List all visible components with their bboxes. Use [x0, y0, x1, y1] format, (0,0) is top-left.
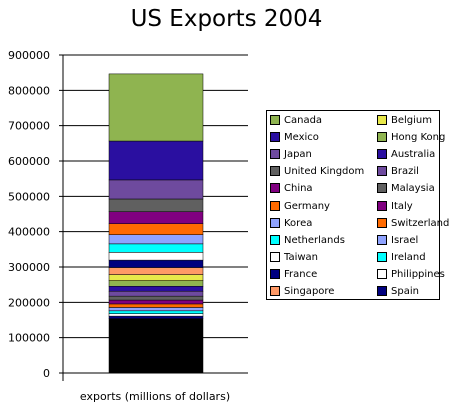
y-tick-label: 200000 — [8, 296, 50, 309]
y-tick-label: 700000 — [8, 120, 50, 133]
legend-label: Germany — [284, 200, 330, 212]
legend-label: Australia — [391, 149, 436, 161]
legend-swatch — [270, 149, 280, 160]
bar-segment-spain — [108, 315, 204, 319]
bar-segment-canada — [108, 73, 204, 142]
legend-swatch — [377, 200, 387, 211]
legend-swatch — [377, 217, 387, 228]
bar-segment-netherlands — [108, 243, 204, 253]
legend-swatch — [270, 251, 280, 262]
y-tick-label: 400000 — [8, 226, 50, 239]
legend-label: Japan — [284, 149, 312, 161]
legend-swatch — [377, 268, 387, 279]
x-category-label: exports (millions of dollars) — [80, 390, 230, 403]
bar-segment-germany — [108, 223, 204, 235]
bar-segment-brazil — [108, 290, 204, 297]
legend-swatch — [377, 286, 387, 296]
y-tick-label: 0 — [43, 367, 50, 380]
legend-label: Singapore — [284, 286, 335, 297]
legend-label: United Kingdom — [284, 166, 365, 178]
bar-segment-united-kingdom — [108, 198, 204, 212]
bar-segment-malaysia — [108, 295, 204, 301]
legend-label: Switzerland — [391, 217, 450, 229]
legend-swatch — [377, 183, 387, 194]
legend: Canada Belgium Mexico Hong Kong Japan Austral… — [266, 110, 449, 300]
legend-label: Hong Kong — [391, 132, 446, 144]
bar-segment-australia — [108, 286, 204, 292]
legend-label: Malaysia — [391, 183, 435, 195]
legend-label: France — [284, 268, 318, 280]
bar-segment-italy — [108, 299, 204, 305]
bar-segment-france — [108, 259, 204, 268]
legend-label: China — [284, 183, 313, 195]
stacked-bar — [108, 73, 204, 374]
legend-swatch — [270, 166, 280, 177]
legend-label: Canada — [284, 115, 323, 126]
bar-segment-israel — [108, 307, 204, 312]
legend-label: Netherlands — [284, 234, 345, 246]
legend-label: Italy — [391, 200, 413, 212]
bar-segment-singapore — [108, 267, 204, 275]
y-tick-labels: 0 100000 200000 300000 400000 500000 600000 700… — [8, 49, 50, 380]
legend-swatch — [377, 166, 387, 177]
legend-label: Korea — [284, 217, 313, 229]
legend-swatch — [270, 234, 280, 245]
legend-swatch — [270, 132, 280, 143]
legend-swatch — [270, 217, 280, 228]
bar-segment-philippines — [108, 313, 204, 317]
bar-segment-taiwan — [108, 252, 204, 261]
y-tick-label: 100000 — [8, 332, 50, 345]
bar-segment-other — [108, 318, 204, 374]
bar-segment-korea — [108, 234, 204, 245]
y-tick-label: 500000 — [8, 190, 50, 203]
legend-label: Brazil — [391, 166, 419, 178]
legend-label: Israel — [391, 234, 419, 246]
legend-label: Philippines — [391, 268, 445, 280]
bar-segment-mexico — [108, 140, 204, 181]
legend-swatch — [377, 149, 387, 160]
legend-swatch — [377, 234, 387, 245]
legend-label: Mexico — [284, 132, 319, 144]
bar-segment-belgium — [108, 274, 204, 281]
bar-segment-switzerland — [108, 303, 204, 308]
y-tick-label: 900000 — [8, 49, 50, 62]
legend-swatch — [377, 251, 387, 262]
bar-segment-ireland — [108, 310, 204, 314]
chart-title: US Exports 2004 — [130, 6, 323, 32]
legend-label: Ireland — [391, 251, 426, 263]
legend-swatch — [270, 183, 280, 194]
y-tick-label: 300000 — [8, 261, 50, 274]
legend-swatch — [377, 132, 387, 143]
bar-segment-hong-kong — [108, 280, 204, 287]
bar-segment-japan — [108, 179, 204, 200]
legend-swatch — [377, 115, 387, 125]
legend-swatch — [270, 200, 280, 211]
legend-label: Belgium — [391, 115, 432, 126]
legend-label: Spain — [391, 286, 419, 297]
y-tick-label: 800000 — [8, 84, 50, 97]
legend-swatch — [270, 115, 280, 125]
legend-label: Taiwan — [284, 251, 319, 263]
legend-swatch — [270, 286, 280, 296]
y-tick-label: 600000 — [8, 155, 50, 168]
legend-swatch — [270, 268, 280, 279]
bar-segment-china — [108, 211, 204, 224]
